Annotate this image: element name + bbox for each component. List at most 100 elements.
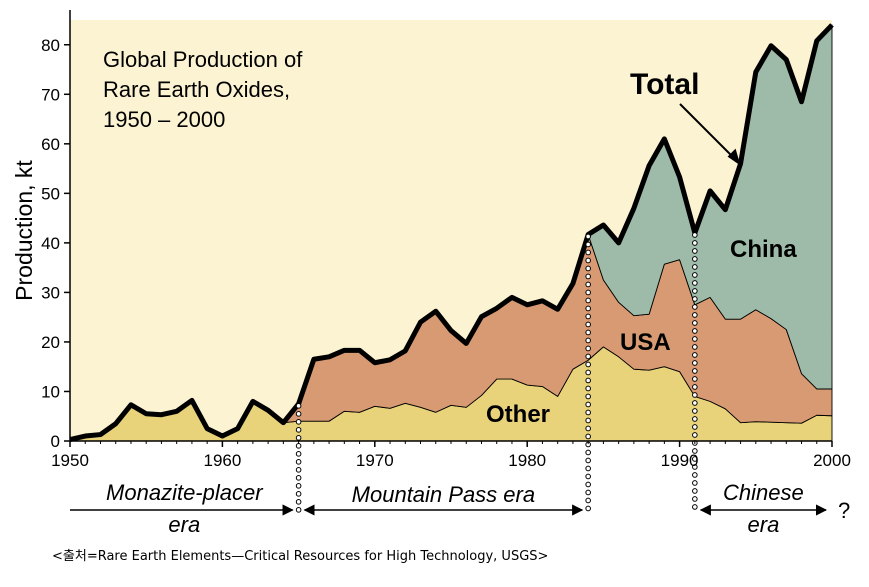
era-divider-dot-1991 [692,496,698,502]
era-divider-dot-1984 [585,489,591,496]
era-divider-dot-1965 [295,507,302,513]
era-divider-dot-1991 [692,464,698,470]
era-divider-dot-1991 [692,368,698,374]
era-divider-dot-1984 [585,265,591,272]
era-question-mark: ? [838,498,850,523]
era-divider-dot-1984 [585,425,591,432]
chart-title-line-1: Global Production of [103,47,303,72]
x-tick-label-2000: 2000 [813,451,851,470]
era-divider-dot-1965 [295,403,302,409]
era-divider-dot-1991 [692,424,698,430]
era-divider-dot-1991 [692,408,698,414]
era-divider-dot-1984 [585,305,591,312]
y-tick-label-20: 20 [41,333,60,352]
era-divider-dot-1984 [585,281,591,288]
era-divider-dot-1991 [692,240,698,246]
era-divider-dot-1965 [295,491,302,497]
era-label-3-line2: era [748,512,780,537]
era-divider-dot-1984 [585,385,591,392]
y-axis-label: Production, kt [11,160,37,301]
era-divider-dot-1984 [585,297,591,304]
era-divider-dot-1991 [692,328,698,334]
chart-title-line-2: Rare Earth Oxides, [103,77,290,102]
y-tick-label-30: 30 [41,283,60,302]
era-divider-dot-1991 [692,432,698,438]
era-divider-dot-1984 [585,361,591,368]
label-total: Total [630,68,699,101]
era-divider-dot-1991 [692,504,698,510]
era-divider-dot-1984 [585,433,591,440]
era-divider-dot-1984 [585,457,591,464]
era-label-1: Monazite-placer [106,480,264,505]
era-divider-dot-1984 [585,481,591,488]
source-note: <출처=Rare Earth Elements—Critical Resourc… [52,549,549,564]
era-divider-dot-1984 [585,353,591,360]
y-tick-label-80: 80 [41,36,60,55]
y-tick-label-70: 70 [41,85,60,104]
era-divider-dot-1984 [585,401,591,408]
era-label-2: Mountain Pass era [352,482,535,507]
era-divider-dot-1991 [692,352,698,358]
era-divider-dot-1991 [692,488,698,494]
era-divider-dot-1984 [585,337,591,344]
era-divider-dot-1965 [295,467,302,473]
era-divider-dot-1991 [692,392,698,398]
era-divider-dot-1984 [585,377,591,384]
era-divider-dot-1984 [585,233,591,240]
era-divider-dot-1991 [692,248,698,254]
y-tick-label-60: 60 [41,135,60,154]
era-divider-dot-1984 [585,497,591,504]
era-divider-dot-1991 [692,344,698,350]
era-divider-dot-1991 [692,360,698,366]
era-divider-dot-1991 [692,416,698,422]
era-divider-dot-1991 [692,480,698,486]
era-divider-dot-1991 [692,456,698,462]
era-divider-dot-1991 [692,288,698,294]
era-divider-dot-1991 [692,280,698,286]
x-tick-label-1990: 1990 [661,451,699,470]
era-divider-dot-1991 [692,384,698,390]
x-tick-label-1960: 1960 [203,451,241,470]
chart-title-line-3: 1950 – 2000 [103,107,225,132]
era-divider-dot-1991 [692,296,698,302]
era-divider-dot-1984 [585,393,591,400]
era-divider-dot-1984 [585,409,591,416]
x-tick-label-1970: 1970 [356,451,394,470]
era-divider-dot-1965 [295,459,302,465]
era-divider-dot-1984 [585,465,591,472]
era-divider-dot-1991 [692,312,698,318]
label-usa: USA [620,329,671,356]
era-divider-dot-1965 [295,419,302,425]
era-label-1-line2: era [168,512,200,537]
era-divider-dot-1984 [585,505,591,512]
y-tick-label-50: 50 [41,184,60,203]
era-divider-dot-1984 [585,417,591,424]
era-divider-dot-1991 [692,304,698,310]
era-divider-dot-1984 [585,345,591,352]
era-divider-dot-1965 [295,435,302,441]
era-divider-dot-1991 [692,400,698,406]
era-divider-dot-1984 [585,321,591,328]
era-divider-dot-1984 [585,241,591,248]
era-divider-dot-1984 [585,289,591,296]
era-divider-dot-1965 [295,443,302,449]
era-divider-dot-1965 [295,451,302,457]
x-tick-label-1980: 1980 [508,451,546,470]
series-line-total [69,23,834,442]
era-divider-dot-1965 [295,483,302,489]
label-china: China [730,236,797,263]
era-divider-dot-1991 [692,320,698,326]
era-divider-dot-1991 [692,472,698,478]
era-divider-dot-1984 [585,473,591,480]
era-divider-dot-1991 [692,272,698,278]
era-divider-dot-1965 [295,411,302,417]
era-divider-dot-1984 [585,313,591,320]
label-other: Other [486,401,550,428]
era-divider-dot-1965 [295,427,302,433]
era-label-3: Chinese [723,480,804,505]
era-divider-dot-1984 [585,273,591,280]
era-divider-dot-1984 [585,369,591,376]
era-divider-dot-1991 [692,376,698,382]
era-divider-dot-1984 [585,257,591,264]
